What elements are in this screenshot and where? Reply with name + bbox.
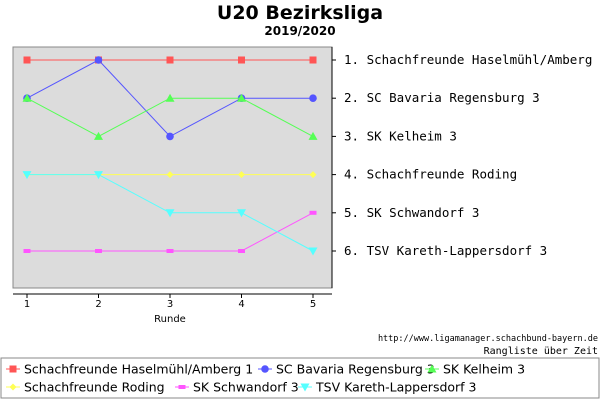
legend-item: SK Kelheim 3 [425, 362, 525, 377]
rank-label: 6. TSV Kareth-Lappersdorf 3 [344, 243, 547, 258]
legend-marker [300, 383, 310, 392]
axes: 1 2 3 4 5 [13, 47, 333, 310]
data-point [165, 93, 175, 102]
legend-label: Schachfreunde Haselmühl/Amberg 1 [24, 362, 253, 377]
data-point [237, 209, 246, 218]
legend-label: TSV Kareth-Lappersdorf 3 [315, 380, 477, 395]
legend-box [0, 357, 600, 399]
legend-marker [9, 365, 17, 373]
rank-label: 2. SC Bavaria Regensburg 3 [344, 90, 540, 105]
data-point [166, 171, 174, 179]
data-point [237, 93, 246, 102]
data-point [238, 171, 245, 179]
legend-label: SK Schwandorf 3 [193, 380, 299, 395]
data-point [94, 171, 103, 180]
legend-item: Schachfreunde Roding [6, 380, 165, 395]
legend-item: SK Schwandorf 3 [175, 380, 299, 395]
data-point [309, 171, 317, 179]
x-tick-label: 4 [238, 299, 244, 310]
data-point [94, 56, 103, 64]
data-point [23, 249, 31, 253]
data-point [166, 132, 174, 141]
x-tick-label: 2 [95, 299, 101, 310]
data-point [22, 93, 32, 102]
series-5 [23, 210, 317, 253]
data-point [308, 131, 318, 140]
data-point [22, 171, 32, 180]
legend-marker [427, 364, 437, 373]
x-axis-title: Runde [154, 314, 186, 325]
rank-label: 4. Schachfreunde Roding [344, 167, 517, 182]
legend-label: SK Kelheim 3 [443, 362, 525, 377]
chart-title: U20 Bezirksliga [217, 2, 383, 24]
plot-area [12, 46, 333, 289]
data-point [94, 131, 103, 140]
legend-label: Schachfreunde Roding [24, 380, 165, 395]
data-point [95, 249, 102, 253]
legend-item: SC Bavaria Regensburg 3 [258, 362, 435, 377]
data-point [309, 56, 317, 64]
data-point [309, 210, 317, 215]
data-point [166, 56, 174, 64]
source-url: http://www.ligamanager.schachbund-bayern… [378, 334, 598, 344]
chart-caption: Rangliste über Zeit [484, 346, 598, 357]
series-6 [22, 171, 318, 256]
chart-subtitle: 2019/2020 [264, 24, 335, 38]
legend-label: SC Bavaria Regensburg 3 [276, 362, 435, 377]
x-tick-label: 3 [167, 299, 173, 310]
data-point [308, 247, 318, 256]
data-point [238, 249, 245, 253]
legend-item: TSV Kareth-Lappersdorf 3 [298, 380, 477, 395]
rank-labels: 1. Schachfreunde Haselmühl/Amberg 1 2. SC… [332, 52, 600, 258]
legend-marker [9, 383, 17, 391]
x-tick-label: 1 [24, 299, 30, 310]
rank-label: 5. SK Schwandorf 3 [344, 205, 479, 220]
data-point [23, 56, 31, 64]
series-layer [22, 56, 318, 256]
legend: Schachfreunde Haselmühl/Amberg 1 SC Bavar… [6, 362, 525, 395]
data-point [166, 249, 174, 253]
data-point [309, 94, 317, 102]
data-point [238, 56, 245, 64]
x-tick-label: 5 [310, 299, 316, 310]
rank-label: 3. SK Kelheim 3 [344, 128, 457, 143]
rank-label: 1. Schachfreunde Haselmühl/Amberg 1 [344, 52, 600, 67]
legend-marker [178, 385, 186, 389]
data-point [165, 209, 175, 218]
legend-marker [261, 365, 269, 373]
legend-item: Schachfreunde Haselmühl/Amberg 1 [6, 362, 253, 377]
series-3 [22, 93, 318, 140]
